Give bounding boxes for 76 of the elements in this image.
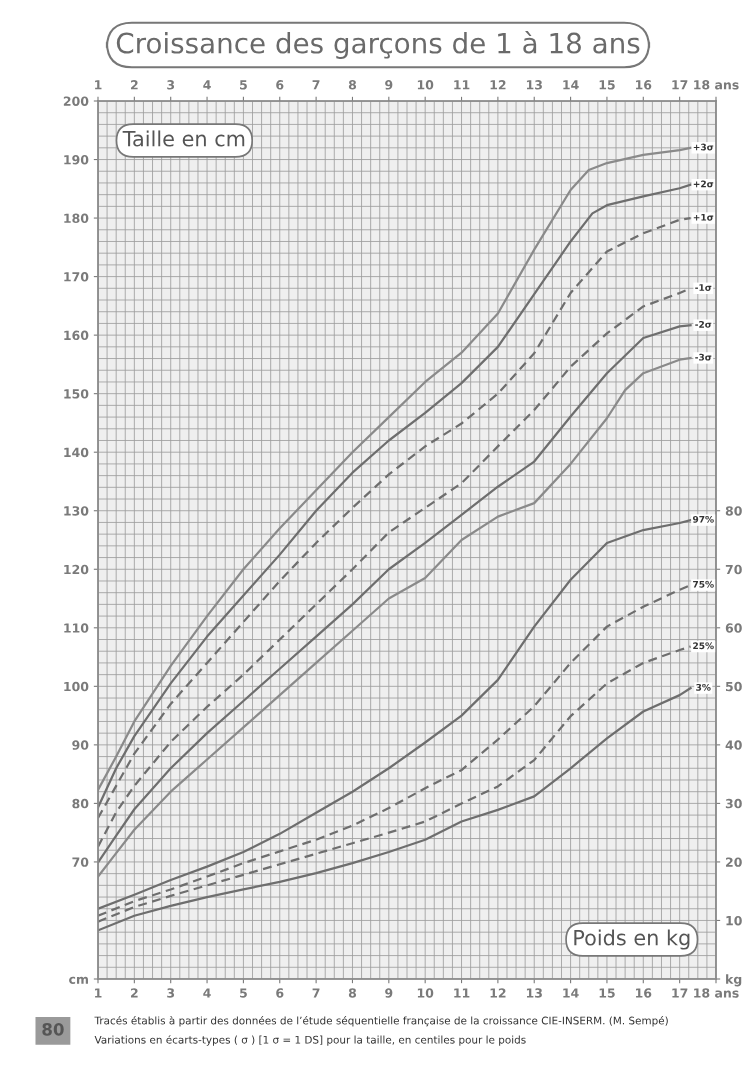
series-label: -1σ (695, 284, 712, 291)
x-tick-label: 18 ans (694, 988, 739, 998)
x2-tick-label: 4 (203, 80, 211, 90)
x2-tick-label: 10 (417, 80, 434, 90)
series-label: 3% (696, 683, 711, 691)
x-tick-label: 11 (454, 988, 470, 998)
x-tick-label: 2 (130, 988, 138, 998)
x2-tick-label: 7 (312, 80, 320, 90)
x2-tick-label: 15 (599, 80, 615, 90)
y2-tick-label: 70 (725, 564, 742, 575)
x-tick-label: 4 (203, 988, 211, 998)
series-label: 25% (693, 642, 714, 650)
x2-tick-label: 13 (526, 80, 542, 90)
y2-tick-label: 10 (726, 915, 742, 926)
y-tick-label: 130 (64, 506, 89, 516)
series-label: 97% (692, 515, 714, 523)
annotation: Poids en kg (574, 929, 690, 950)
x2-tick-label: 11 (454, 80, 470, 90)
y2-tick-label: 60 (725, 623, 742, 633)
x2-tick-label: 9 (385, 80, 393, 90)
y2-tick-label: 20 (726, 857, 742, 867)
y2-tick-label: 50 (725, 681, 742, 692)
y-tick-label: 170 (64, 272, 89, 282)
x2-tick-label: 16 (636, 80, 652, 90)
y-tick-label: cm (69, 976, 88, 984)
series-label: 75% (693, 580, 714, 588)
y-tick-label: 100 (64, 681, 89, 692)
x-tick-label: 9 (385, 988, 393, 998)
text: Variations en écarts-types ( σ ) [1 σ = 1 DS] pour la taille, en centiles pour le poids (94, 1035, 526, 1046)
text: 80 (42, 1023, 64, 1036)
y-tick-label: 190 (64, 155, 89, 165)
series-label: +2σ (693, 180, 714, 188)
x2-tick-label: 18 ans (694, 80, 739, 90)
y2-tick-label: 30 (725, 798, 742, 809)
annotation: Taille en cm (122, 130, 245, 147)
y-tick-label: 200 (63, 96, 89, 106)
x-tick-label: 16 (636, 988, 652, 998)
chart-title: Croissance des garçons de 1 à 18 ans (116, 31, 640, 59)
x-tick-label: 8 (348, 988, 357, 998)
y2-tick-label: kg (726, 974, 742, 987)
series-label: -2σ (695, 320, 712, 328)
x-tick-label: 7 (312, 988, 320, 998)
x-tick-label: 10 (417, 988, 434, 998)
x-tick-label: 6 (276, 988, 284, 998)
y-tick-label: 150 (64, 389, 89, 399)
y-tick-label: 180 (64, 213, 89, 223)
x-tick-label: 5 (240, 988, 247, 998)
x-tick-label: 17 (672, 988, 688, 998)
text: Tracés établis à partir des données de l’étude séquentielle française de la croissance CIE-INSERM. (M. Sempé) (94, 1015, 668, 1027)
x2-tick-label: 6 (276, 80, 284, 90)
x2-tick-label: 8 (348, 80, 357, 90)
y-tick-label: 80 (72, 798, 89, 809)
y-tick-label: 70 (72, 857, 89, 867)
y2-tick-label: 40 (725, 740, 742, 750)
series-label: -3σ (695, 353, 712, 361)
x2-tick-label: 1 (95, 80, 102, 90)
x2-tick-label: 5 (240, 80, 247, 90)
x2-tick-label: 17 (672, 80, 688, 90)
x-tick-label: 13 (526, 988, 542, 998)
x2-tick-label: 3 (167, 80, 175, 90)
series-label: +3σ (693, 143, 714, 151)
x2-tick-label: 2 (130, 80, 138, 90)
y2-tick-label: 80 (725, 506, 742, 516)
series-label: +1σ (693, 213, 714, 221)
x-tick-label: 1 (95, 988, 102, 998)
x-tick-label: 15 (599, 988, 615, 998)
x-tick-label: 14 (563, 988, 579, 998)
y-tick-label: 120 (64, 564, 89, 575)
x-tick-label: 12 (490, 988, 506, 998)
y-tick-label: 110 (64, 623, 89, 633)
x2-tick-label: 14 (563, 80, 579, 90)
x-tick-label: 3 (167, 988, 175, 998)
y-tick-label: 140 (64, 447, 89, 458)
y-tick-label: 90 (72, 740, 89, 750)
y-tick-label: 160 (64, 330, 89, 341)
x2-tick-label: 12 (490, 80, 506, 90)
